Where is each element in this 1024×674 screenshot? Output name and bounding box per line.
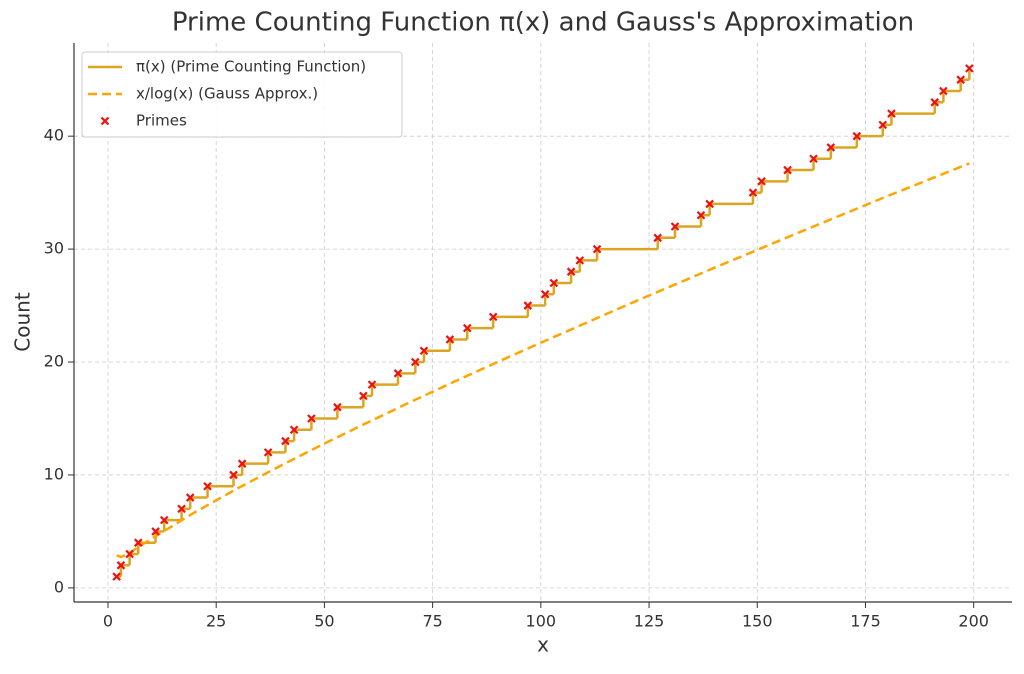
prime-marker xyxy=(411,357,420,367)
legend-label: Primes xyxy=(136,112,187,130)
prime-marker xyxy=(705,199,714,209)
prime-marker xyxy=(783,165,792,175)
y-tick-label: 0 xyxy=(54,577,64,596)
y-tick-label: 10 xyxy=(44,464,64,483)
prime-marker xyxy=(488,312,498,322)
x-tick-label: 100 xyxy=(526,612,557,631)
prime-marker xyxy=(125,549,134,559)
prime-marker xyxy=(592,244,602,254)
prime-marker xyxy=(653,233,662,243)
prime-marker xyxy=(566,267,576,276)
prime-marker xyxy=(367,380,377,389)
prime-marker xyxy=(887,109,896,118)
legend-box xyxy=(81,51,403,138)
x-tick-label: 200 xyxy=(958,612,989,631)
legend-label: x/log(x) (Gauss Approx.) xyxy=(136,85,318,103)
prime-marker xyxy=(203,481,212,491)
prime-marker xyxy=(939,86,948,96)
y-tick-label: 40 xyxy=(44,126,64,145)
x-tick-label: 50 xyxy=(314,612,334,631)
x-axis-label: x xyxy=(537,633,549,657)
prime-marker xyxy=(393,369,403,378)
x-tick-label: 0 xyxy=(103,612,113,631)
y-axis-label: Count xyxy=(11,292,35,352)
legend-label: π(x) (Prime Counting Function) xyxy=(136,58,366,76)
prime-marker xyxy=(281,436,290,446)
prime-marker xyxy=(826,143,836,152)
prime-marker xyxy=(852,131,862,141)
legend-marker xyxy=(100,116,110,126)
prime-marker xyxy=(757,177,766,186)
prime-marker xyxy=(965,64,974,73)
x-tick-label: 150 xyxy=(742,612,773,631)
prime-marker xyxy=(445,335,455,344)
prime-marker xyxy=(878,120,888,130)
prime-marker xyxy=(549,278,559,288)
x-tick-label: 175 xyxy=(850,612,881,631)
prime-marker xyxy=(237,459,247,468)
prime-marker xyxy=(134,538,143,547)
x-tick-label: 25 xyxy=(206,612,226,631)
prime-marker xyxy=(263,448,273,457)
prime-marker xyxy=(151,527,160,536)
y-tick-label: 20 xyxy=(44,352,64,371)
prime-marker xyxy=(696,210,706,220)
prime-marker xyxy=(112,572,121,581)
prime-marker xyxy=(930,98,940,107)
prime-marker xyxy=(359,391,368,401)
prime-marker xyxy=(159,515,169,525)
prime-marker xyxy=(809,154,818,164)
x-tick-label: 125 xyxy=(634,612,665,631)
prime-marker xyxy=(748,188,758,197)
prime-marker xyxy=(289,425,299,435)
prime-marker xyxy=(462,323,472,333)
chart-title: Prime Counting Function π(x) and Gauss's… xyxy=(172,8,914,38)
prime-marker xyxy=(956,75,965,84)
gauss-line xyxy=(116,162,970,559)
prime-marker xyxy=(229,470,238,480)
y-tick-label: 30 xyxy=(44,239,64,258)
x-tick-label: 75 xyxy=(422,612,442,631)
prime-marker xyxy=(523,301,533,310)
prime-marker xyxy=(333,402,342,412)
prime-marker xyxy=(419,346,429,356)
prime-marker xyxy=(575,256,585,265)
prime-marker xyxy=(177,504,186,514)
prime-marker xyxy=(670,222,680,231)
prime-marker xyxy=(307,414,316,423)
prime-marker xyxy=(185,493,195,502)
prime-marker xyxy=(540,289,550,299)
prime-marker xyxy=(116,561,126,570)
